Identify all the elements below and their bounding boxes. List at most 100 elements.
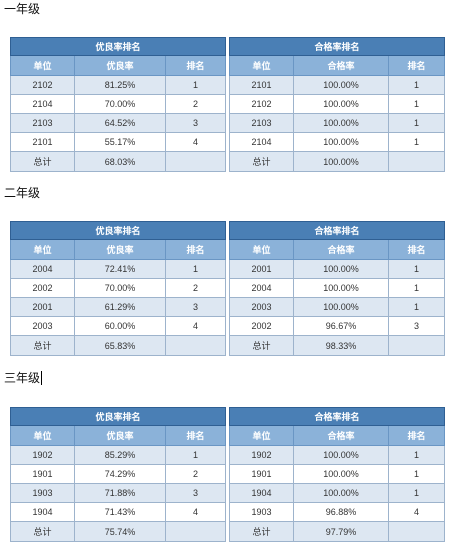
rate-cell: 100.00% bbox=[293, 75, 389, 95]
rate-cell: 81.25% bbox=[74, 75, 166, 95]
rank-cell: 1 bbox=[387, 483, 446, 503]
grade-label: 二年级 bbox=[4, 186, 41, 200]
column-header: 单位 bbox=[229, 55, 294, 76]
total-rank bbox=[387, 335, 446, 356]
total-rank bbox=[164, 151, 227, 172]
unit-cell: 2103 bbox=[10, 113, 75, 133]
total-row: 总计 97.79% bbox=[229, 521, 446, 542]
column-header: 单位 bbox=[10, 239, 75, 260]
unit-cell: 1902 bbox=[229, 445, 294, 465]
unit-cell: 2004 bbox=[229, 278, 294, 298]
rank-cell: 1 bbox=[387, 259, 446, 279]
rank-cell: 3 bbox=[164, 113, 227, 133]
unit-cell: 2001 bbox=[10, 297, 75, 317]
total-rate: 65.83% bbox=[74, 335, 166, 356]
pass-rate-table: 合格率排名 单位 合格率 排名 2001 100.00% 1 2004 100.… bbox=[228, 221, 446, 356]
table-row: 2103 64.52% 3 bbox=[10, 113, 227, 133]
table-title: 优良率排名 bbox=[9, 407, 227, 426]
excellent-rate-table: 优良率排名 单位 优良率 排名 2004 72.41% 1 2002 70.00… bbox=[9, 221, 227, 356]
rank-cell: 2 bbox=[164, 278, 227, 298]
column-header: 排名 bbox=[164, 425, 227, 446]
rank-cell: 4 bbox=[387, 502, 446, 522]
column-header: 排名 bbox=[387, 55, 446, 76]
column-header: 合格率 bbox=[293, 425, 389, 446]
rate-cell: 100.00% bbox=[293, 445, 389, 465]
pass-rate-table: 合格率排名 单位 合格率 排名 2101 100.00% 1 2102 100.… bbox=[228, 37, 446, 172]
table-row: 1903 96.88% 4 bbox=[229, 502, 446, 522]
rate-cell: 74.29% bbox=[74, 464, 166, 484]
table-row: 1904 71.43% 4 bbox=[10, 502, 227, 522]
unit-cell: 2004 bbox=[10, 259, 75, 279]
rank-cell: 1 bbox=[387, 445, 446, 465]
rate-cell: 64.52% bbox=[74, 113, 166, 133]
rate-cell: 100.00% bbox=[293, 259, 389, 279]
total-row: 总计 65.83% bbox=[10, 335, 227, 356]
column-header: 单位 bbox=[229, 425, 294, 446]
rank-cell: 1 bbox=[164, 259, 227, 279]
rate-cell: 61.29% bbox=[74, 297, 166, 317]
column-header: 合格率 bbox=[293, 239, 389, 260]
total-row: 总计 68.03% bbox=[10, 151, 227, 172]
rank-cell: 2 bbox=[164, 464, 227, 484]
rank-cell: 4 bbox=[164, 316, 227, 336]
excellent-rate-table: 优良率排名 单位 优良率 排名 1902 85.29% 1 1901 74.29… bbox=[9, 407, 227, 542]
rank-cell: 2 bbox=[164, 94, 227, 114]
total-row: 总计 98.33% bbox=[229, 335, 446, 356]
total-row: 总计 100.00% bbox=[229, 151, 446, 172]
unit-cell: 2003 bbox=[10, 316, 75, 336]
unit-cell: 2102 bbox=[229, 94, 294, 114]
unit-cell: 2002 bbox=[10, 278, 75, 298]
total-label: 总计 bbox=[229, 335, 294, 356]
table-title: 合格率排名 bbox=[228, 37, 446, 56]
table-title: 合格率排名 bbox=[228, 407, 446, 426]
total-rank bbox=[164, 335, 227, 356]
unit-cell: 2003 bbox=[229, 297, 294, 317]
column-header: 单位 bbox=[229, 239, 294, 260]
rate-cell: 100.00% bbox=[293, 297, 389, 317]
total-rate: 98.33% bbox=[293, 335, 389, 356]
excellent-rate-table: 优良率排名 单位 优良率 排名 2102 81.25% 1 2104 70.00… bbox=[9, 37, 227, 172]
total-rate: 100.00% bbox=[293, 151, 389, 172]
unit-cell: 2104 bbox=[229, 132, 294, 152]
rank-cell: 1 bbox=[387, 94, 446, 114]
rate-cell: 71.43% bbox=[74, 502, 166, 522]
total-rate: 97.79% bbox=[293, 521, 389, 542]
total-label: 总计 bbox=[10, 335, 75, 356]
table-title: 合格率排名 bbox=[228, 221, 446, 240]
unit-cell: 2104 bbox=[10, 94, 75, 114]
table-row: 2003 60.00% 4 bbox=[10, 316, 227, 336]
rate-cell: 96.67% bbox=[293, 316, 389, 336]
table-row: 1902 100.00% 1 bbox=[229, 445, 446, 465]
rank-cell: 1 bbox=[387, 297, 446, 317]
rate-cell: 71.88% bbox=[74, 483, 166, 503]
column-header: 优良率 bbox=[74, 425, 166, 446]
rate-cell: 100.00% bbox=[293, 464, 389, 484]
unit-cell: 2001 bbox=[229, 259, 294, 279]
rate-cell: 55.17% bbox=[74, 132, 166, 152]
column-header: 优良率 bbox=[74, 239, 166, 260]
table-row: 2003 100.00% 1 bbox=[229, 297, 446, 317]
table-title: 优良率排名 bbox=[9, 221, 227, 240]
unit-cell: 1901 bbox=[10, 464, 75, 484]
rank-cell: 1 bbox=[164, 75, 227, 95]
unit-cell: 1902 bbox=[10, 445, 75, 465]
table-row: 2104 100.00% 1 bbox=[229, 132, 446, 152]
rank-cell: 1 bbox=[164, 445, 227, 465]
table-row: 2104 70.00% 2 bbox=[10, 94, 227, 114]
column-header: 单位 bbox=[10, 425, 75, 446]
text-cursor bbox=[41, 371, 42, 385]
unit-cell: 2002 bbox=[229, 316, 294, 336]
table-row: 1902 85.29% 1 bbox=[10, 445, 227, 465]
unit-cell: 2103 bbox=[229, 113, 294, 133]
table-row: 2001 61.29% 3 bbox=[10, 297, 227, 317]
grade-label: 一年级 bbox=[4, 2, 41, 16]
rate-cell: 100.00% bbox=[293, 132, 389, 152]
rate-cell: 70.00% bbox=[74, 94, 166, 114]
total-row: 总计 75.74% bbox=[10, 521, 227, 542]
rate-cell: 100.00% bbox=[293, 483, 389, 503]
rate-cell: 100.00% bbox=[293, 113, 389, 133]
grade-label: 三年级 bbox=[4, 371, 41, 385]
total-rank bbox=[387, 151, 446, 172]
table-row: 2004 100.00% 1 bbox=[229, 278, 446, 298]
unit-cell: 2101 bbox=[10, 132, 75, 152]
